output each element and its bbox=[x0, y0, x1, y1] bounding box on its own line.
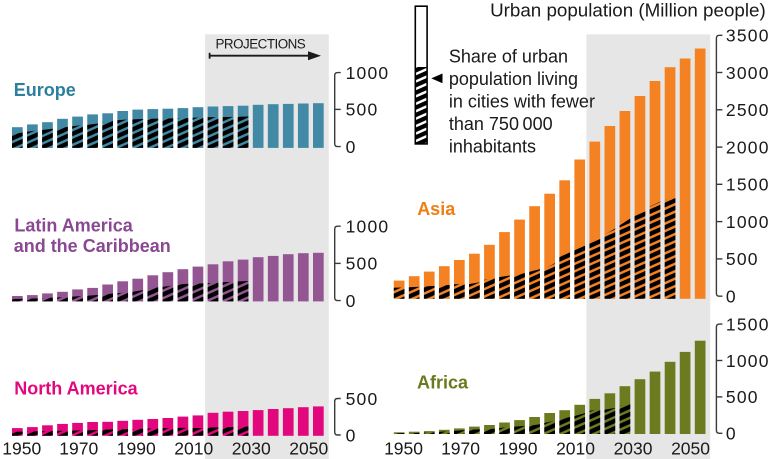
svg-text:0: 0 bbox=[346, 137, 357, 157]
svg-text:2000: 2000 bbox=[726, 137, 768, 157]
svg-text:500: 500 bbox=[346, 100, 379, 120]
svg-text:500: 500 bbox=[346, 254, 379, 274]
svg-text:1970: 1970 bbox=[441, 439, 480, 459]
svg-text:500: 500 bbox=[726, 249, 759, 269]
svg-text:1000: 1000 bbox=[726, 351, 768, 371]
svg-text:2010: 2010 bbox=[174, 439, 213, 459]
svg-text:2030: 2030 bbox=[614, 439, 653, 459]
svg-text:1970: 1970 bbox=[59, 439, 98, 459]
svg-text:1950: 1950 bbox=[2, 439, 41, 459]
svg-text:inhabitants: inhabitants bbox=[449, 137, 536, 157]
svg-text:1500: 1500 bbox=[726, 314, 768, 334]
svg-text:Europe: Europe bbox=[14, 80, 76, 100]
svg-text:Share of urban: Share of urban bbox=[449, 47, 568, 67]
svg-text:3000: 3000 bbox=[726, 63, 768, 83]
svg-text:2030: 2030 bbox=[232, 439, 271, 459]
svg-text:0: 0 bbox=[346, 291, 357, 311]
svg-text:Asia: Asia bbox=[417, 199, 456, 219]
svg-text:1950: 1950 bbox=[384, 439, 423, 459]
svg-text:500: 500 bbox=[346, 389, 379, 409]
svg-text:2050: 2050 bbox=[671, 439, 710, 459]
svg-text:than 750 000: than 750 000 bbox=[449, 114, 553, 134]
svg-text:PROJECTIONS: PROJECTIONS bbox=[216, 36, 306, 51]
svg-text:2500: 2500 bbox=[726, 100, 768, 120]
svg-text:1990: 1990 bbox=[499, 439, 538, 459]
svg-text:2050: 2050 bbox=[289, 439, 328, 459]
svg-text:2010: 2010 bbox=[556, 439, 595, 459]
svg-text:1990: 1990 bbox=[117, 439, 156, 459]
svg-text:0: 0 bbox=[726, 287, 737, 307]
svg-text:1000: 1000 bbox=[726, 212, 768, 232]
svg-text:3500: 3500 bbox=[726, 26, 768, 46]
svg-text:North America: North America bbox=[14, 379, 138, 399]
svg-text:population living: population living bbox=[449, 69, 578, 89]
svg-text:Africa: Africa bbox=[417, 373, 469, 393]
svg-text:500: 500 bbox=[726, 387, 759, 407]
svg-text:Latin America: Latin America bbox=[14, 216, 133, 236]
svg-text:0: 0 bbox=[346, 425, 357, 445]
svg-text:in cities with fewer: in cities with fewer bbox=[449, 92, 595, 112]
svg-text:1000: 1000 bbox=[346, 63, 390, 83]
svg-text:0: 0 bbox=[726, 424, 737, 444]
svg-text:1500: 1500 bbox=[726, 175, 768, 195]
svg-text:and the Caribbean: and the Caribbean bbox=[14, 236, 171, 256]
svg-text:1000: 1000 bbox=[346, 217, 390, 237]
svg-text:Urban population (Million peop: Urban population (Million people) bbox=[490, 0, 766, 21]
